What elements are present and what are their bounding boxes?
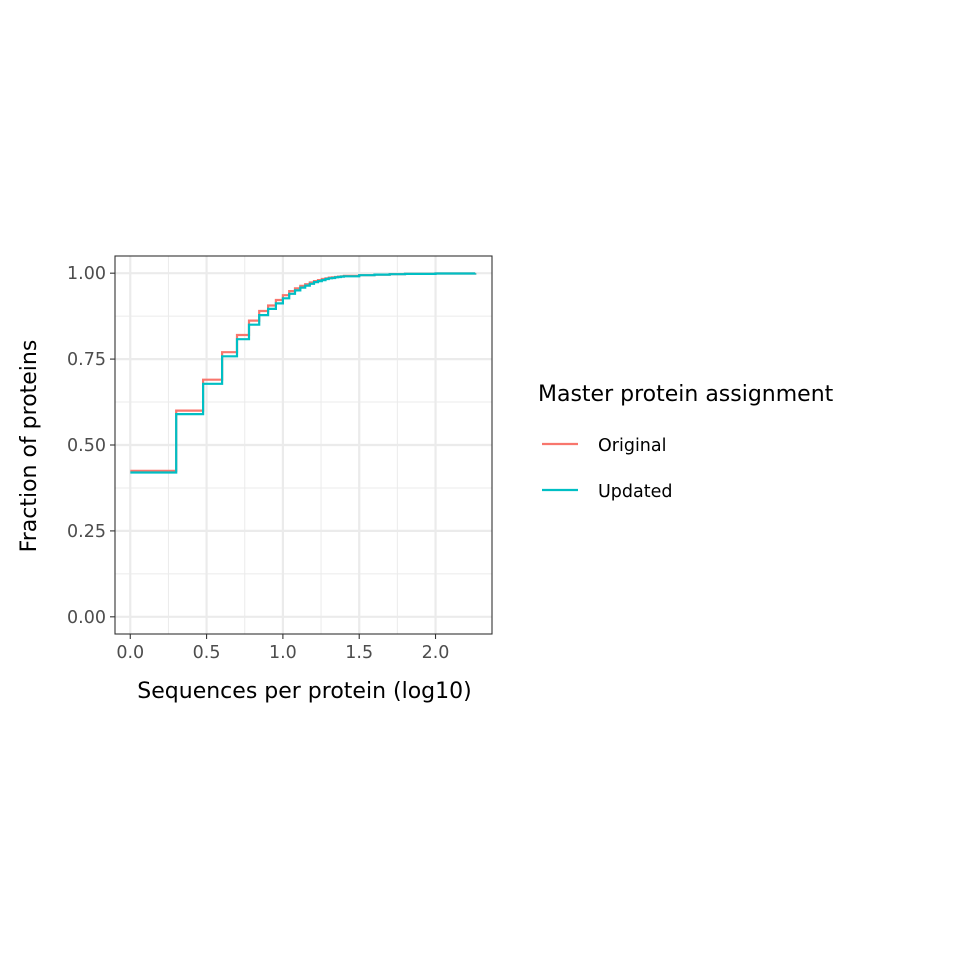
legend-title: Master protein assignment <box>538 382 834 407</box>
legend-label: Updated <box>598 482 673 502</box>
legend: Master protein assignment Original Update… <box>538 382 834 502</box>
series-line-updated <box>130 272 477 474</box>
y-tick-label: 0.50 <box>67 436 106 456</box>
y-tick-label: 0.75 <box>67 350 106 370</box>
x-axis-ticks: 0.0 0.5 1.0 1.5 2.0 <box>116 634 449 663</box>
x-tick-label: 0.5 <box>193 643 221 663</box>
x-tick-label: 1.0 <box>269 643 297 663</box>
x-tick-label: 2.0 <box>422 643 450 663</box>
x-tick-label: 0.0 <box>116 643 144 663</box>
y-axis-ticks: 0.00 0.25 0.50 0.75 1.00 <box>67 264 115 628</box>
legend-item-updated: Updated <box>542 482 673 502</box>
y-axis-title: Fraction of proteins <box>17 340 42 553</box>
x-axis-title: Sequences per protein (log10) <box>137 679 471 704</box>
y-tick-label: 1.00 <box>67 264 106 284</box>
x-tick-label: 1.5 <box>345 643 373 663</box>
legend-label: Original <box>598 436 666 456</box>
y-tick-label: 0.25 <box>67 522 106 542</box>
series-lines <box>130 272 477 474</box>
major-gridlines <box>115 256 492 634</box>
y-tick-label: 0.00 <box>67 608 106 628</box>
legend-item-original: Original <box>542 436 666 456</box>
